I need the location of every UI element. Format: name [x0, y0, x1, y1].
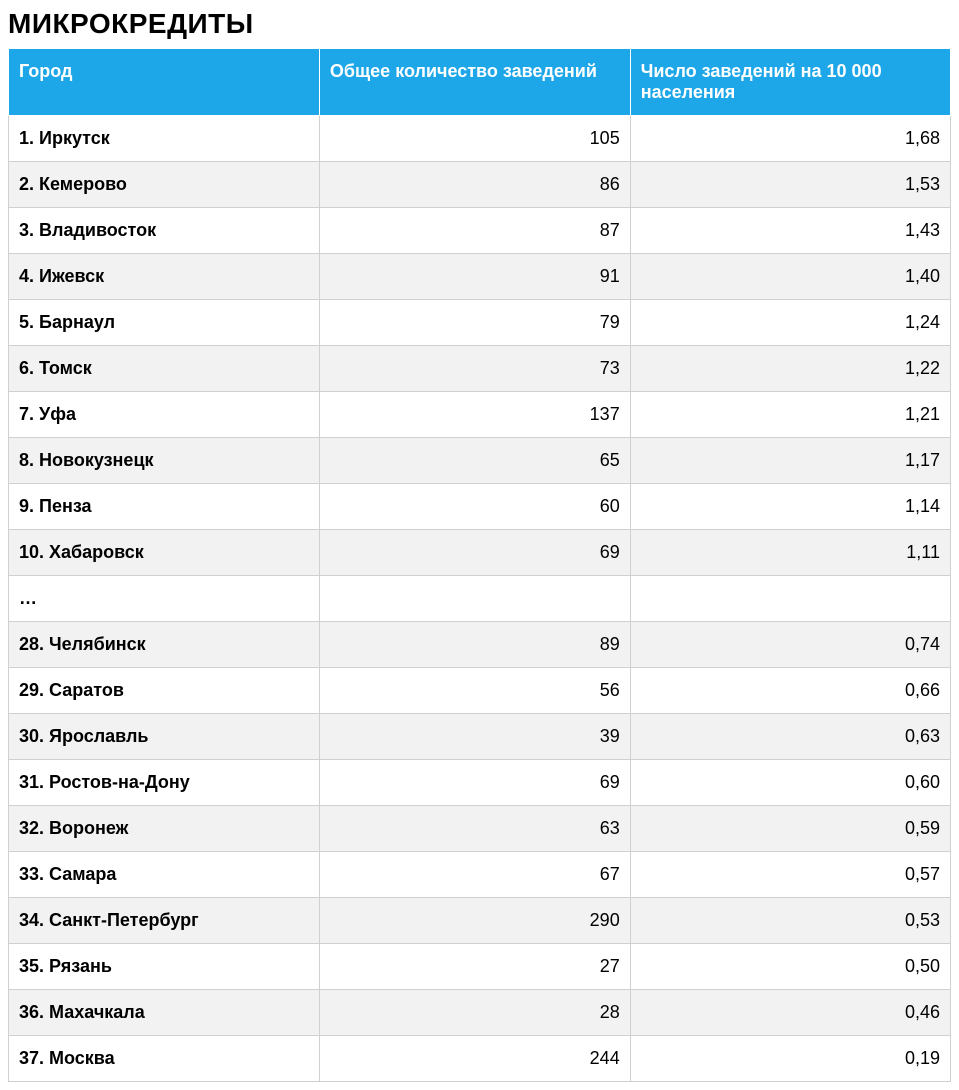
col-header-city: Город — [9, 49, 320, 116]
col-header-per10k: Число заведений на 10 000 населения — [630, 49, 950, 116]
cell-per10k: 1,43 — [630, 208, 950, 254]
cell-city: 9. Пенза — [9, 484, 320, 530]
cell-total: 87 — [319, 208, 630, 254]
table-row: 8. Новокузнецк651,17 — [9, 438, 951, 484]
cell-per10k — [630, 576, 950, 622]
table-row: 9. Пенза601,14 — [9, 484, 951, 530]
table-row: 4. Ижевск911,40 — [9, 254, 951, 300]
table-row: 37. Москва2440,19 — [9, 1036, 951, 1082]
cell-city: 29. Саратов — [9, 668, 320, 714]
table-row: 6. Томск731,22 — [9, 346, 951, 392]
cell-per10k: 0,63 — [630, 714, 950, 760]
cell-per10k: 1,68 — [630, 116, 950, 162]
cell-total: 27 — [319, 944, 630, 990]
table-header-row: Город Общее количество заведений Число з… — [9, 49, 951, 116]
cell-city: 1. Иркутск — [9, 116, 320, 162]
cell-per10k: 0,19 — [630, 1036, 950, 1082]
cell-total: 91 — [319, 254, 630, 300]
table-row: 28. Челябинск890,74 — [9, 622, 951, 668]
cell-city: 7. Уфа — [9, 392, 320, 438]
cell-total: 89 — [319, 622, 630, 668]
table-row: 35. Рязань270,50 — [9, 944, 951, 990]
cell-city: 28. Челябинск — [9, 622, 320, 668]
cell-total: 67 — [319, 852, 630, 898]
table-row: 3. Владивосток871,43 — [9, 208, 951, 254]
cell-per10k: 0,57 — [630, 852, 950, 898]
table-row: 5. Барнаул791,24 — [9, 300, 951, 346]
cell-city: 6. Томск — [9, 346, 320, 392]
cell-city: 31. Ростов-на-Дону — [9, 760, 320, 806]
cell-city: 35. Рязань — [9, 944, 320, 990]
cell-per10k: 1,14 — [630, 484, 950, 530]
cell-total: 244 — [319, 1036, 630, 1082]
table-row: 7. Уфа1371,21 — [9, 392, 951, 438]
cell-per10k: 0,60 — [630, 760, 950, 806]
cell-total: 39 — [319, 714, 630, 760]
table-row: 32. Воронеж630,59 — [9, 806, 951, 852]
cell-per10k: 1,21 — [630, 392, 950, 438]
cell-total: 105 — [319, 116, 630, 162]
table-row: … — [9, 576, 951, 622]
table-row: 34. Санкт-Петербург2900,53 — [9, 898, 951, 944]
cell-total: 56 — [319, 668, 630, 714]
page-title: МИКРОКРЕДИТЫ — [8, 8, 951, 40]
table-row: 33. Самара670,57 — [9, 852, 951, 898]
cell-per10k: 0,53 — [630, 898, 950, 944]
cell-city: 2. Кемерово — [9, 162, 320, 208]
cell-city: … — [9, 576, 320, 622]
cell-per10k: 0,59 — [630, 806, 950, 852]
cell-total: 86 — [319, 162, 630, 208]
cell-city: 8. Новокузнецк — [9, 438, 320, 484]
cell-city: 30. Ярославль — [9, 714, 320, 760]
cell-city: 4. Ижевск — [9, 254, 320, 300]
cell-total: 137 — [319, 392, 630, 438]
table-row: 31. Ростов-на-Дону690,60 — [9, 760, 951, 806]
cell-per10k: 1,53 — [630, 162, 950, 208]
cell-city: 34. Санкт-Петербург — [9, 898, 320, 944]
cell-per10k: 1,22 — [630, 346, 950, 392]
cell-total: 290 — [319, 898, 630, 944]
cell-per10k: 0,74 — [630, 622, 950, 668]
cell-per10k: 1,40 — [630, 254, 950, 300]
cell-total: 69 — [319, 760, 630, 806]
cell-per10k: 0,46 — [630, 990, 950, 1036]
cell-per10k: 0,50 — [630, 944, 950, 990]
cell-city: 33. Самара — [9, 852, 320, 898]
table-row: 1. Иркутск1051,68 — [9, 116, 951, 162]
table-row: 29. Саратов560,66 — [9, 668, 951, 714]
table-row: 36. Махачкала280,46 — [9, 990, 951, 1036]
cell-total: 73 — [319, 346, 630, 392]
cell-per10k: 1,11 — [630, 530, 950, 576]
cell-city: 36. Махачкала — [9, 990, 320, 1036]
cell-city: 5. Барнаул — [9, 300, 320, 346]
cell-total: 65 — [319, 438, 630, 484]
cell-total: 63 — [319, 806, 630, 852]
microcredit-table: Город Общее количество заведений Число з… — [8, 48, 951, 1082]
cell-city: 3. Владивосток — [9, 208, 320, 254]
table-row: 2. Кемерово861,53 — [9, 162, 951, 208]
cell-city: 10. Хабаровск — [9, 530, 320, 576]
table-row: 30. Ярославль390,63 — [9, 714, 951, 760]
cell-per10k: 0,66 — [630, 668, 950, 714]
cell-total: 69 — [319, 530, 630, 576]
cell-total: 79 — [319, 300, 630, 346]
col-header-total: Общее количество заведений — [319, 49, 630, 116]
cell-city: 37. Москва — [9, 1036, 320, 1082]
cell-total: 60 — [319, 484, 630, 530]
cell-per10k: 1,17 — [630, 438, 950, 484]
table-row: 10. Хабаровск691,11 — [9, 530, 951, 576]
cell-total: 28 — [319, 990, 630, 1036]
cell-city: 32. Воронеж — [9, 806, 320, 852]
cell-per10k: 1,24 — [630, 300, 950, 346]
cell-total — [319, 576, 630, 622]
